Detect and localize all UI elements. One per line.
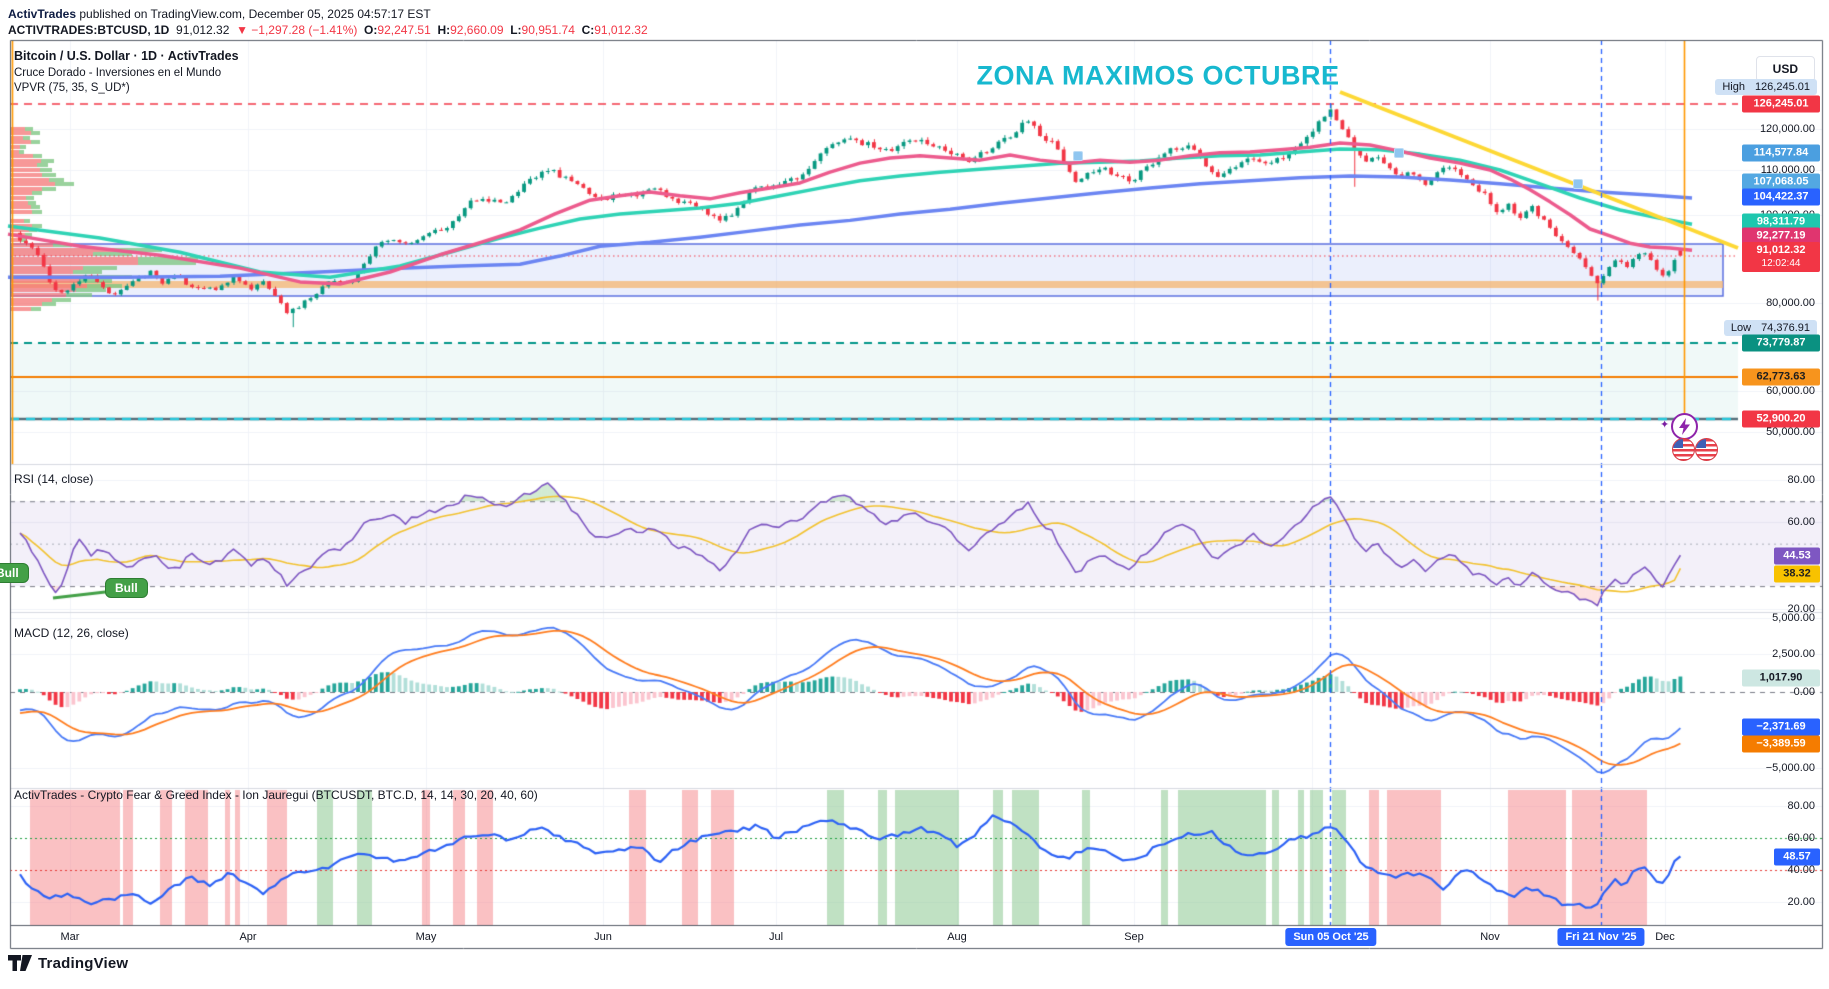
month-label[interactable]: May	[415, 931, 437, 943]
price-level-badge: 73,779.87	[1742, 334, 1820, 352]
ma-cross-marker[interactable]	[1073, 151, 1083, 161]
lightning-glyph	[1679, 418, 1690, 435]
month-label[interactable]: Sep	[1124, 931, 1144, 943]
month-label[interactable]: Dec	[1655, 931, 1675, 943]
rsi-value-badge: 38.32	[1774, 565, 1820, 583]
high-label: H:	[437, 23, 451, 37]
open-value: 92,247.51	[377, 23, 431, 37]
high-marker: High 126,245.01	[1715, 79, 1817, 95]
price-tick: 120,000.00	[1759, 123, 1815, 135]
month-label[interactable]: Jun	[594, 931, 612, 943]
publish-header: ActivTrades published on TradingView.com…	[8, 7, 431, 21]
current-price-badge: 91,012.32 12:02:44	[1742, 242, 1820, 272]
open-label: O:	[364, 23, 378, 37]
fng-title[interactable]: ActivTrades - Crypto Fear & Greed Index …	[14, 788, 538, 802]
symbol-name[interactable]: ACTIVTRADES:BTCUSD, 1D	[8, 23, 170, 37]
bull-divergence-label[interactable]: Bull	[0, 563, 29, 583]
price-level-badge: 92,277.19	[1742, 227, 1820, 245]
annotation-zona-maximos[interactable]: ZONA MAXIMOS OCTUBRE	[976, 60, 1340, 91]
month-label[interactable]: Mar	[60, 931, 80, 943]
chart-title[interactable]: Bitcoin / U.S. Dollar · 1D · ActivTrades	[14, 49, 239, 63]
fng-value-badge: 48.57	[1774, 848, 1820, 866]
sparkle-icon: ✦	[1660, 419, 1670, 431]
close-label: C:	[581, 23, 595, 37]
rsi-tick: 20.00	[1787, 603, 1815, 615]
macd-tick: 2,500.00	[1772, 648, 1815, 660]
price-level-badge: 107,068.05	[1742, 173, 1820, 191]
ma-cross-marker[interactable]	[1394, 148, 1404, 158]
macd-value-badge: −2,371.69	[1742, 718, 1820, 736]
flag-canton	[1696, 439, 1706, 448]
us-flag-icon[interactable]	[1672, 438, 1695, 461]
rsi-value-badge: 44.53	[1774, 547, 1820, 565]
macd-value-badge: −3,389.59	[1742, 735, 1820, 753]
macd-tick: 5,000.00	[1772, 612, 1815, 624]
lightning-icon[interactable]	[1671, 413, 1698, 440]
tradingview-logo-text: TradingView	[38, 955, 129, 972]
chart-subtitle[interactable]: Cruce Dorado - Inversiones en el Mundo	[14, 67, 222, 79]
price-tick: 110,000.00	[1760, 164, 1815, 176]
date-badge: Sun 05 Oct '25	[1285, 928, 1377, 946]
month-label[interactable]: Apr	[239, 931, 257, 943]
macd-value-badge: 1,017.90	[1742, 669, 1820, 687]
fng-tick: 80.00	[1787, 800, 1815, 812]
fng-tick: 60.00	[1787, 832, 1815, 844]
tradingview-logo-icon	[8, 955, 32, 971]
rsi-title[interactable]: RSI (14, close)	[14, 472, 94, 486]
month-label[interactable]: Aug	[947, 931, 967, 943]
date-badge: Fri 21 Nov '25	[1557, 928, 1645, 946]
macd-tick: 0.00	[1793, 686, 1815, 698]
month-label[interactable]: Jul	[768, 931, 784, 943]
price-level-badge: 98,311.79	[1742, 213, 1820, 231]
fng-tick: 40.00	[1787, 864, 1815, 876]
flag-canton	[1673, 439, 1683, 448]
last-price: 91,012.32	[176, 23, 230, 37]
low-marker: Low 74,376.91	[1723, 320, 1817, 336]
publisher-name: ActivTrades	[8, 7, 77, 21]
ma-cross-marker[interactable]	[1573, 179, 1583, 189]
month-label[interactable]: Nov	[1480, 931, 1500, 943]
price-level-badge: 62,773.63	[1742, 368, 1820, 386]
low-value: 90,951.74	[521, 23, 575, 37]
symbol-header: ACTIVTRADES:BTCUSD, 1D 91,012.32 ▼ −1,29…	[8, 23, 648, 37]
price-level-badge: 52,900.20	[1742, 410, 1820, 428]
bull-divergence-label[interactable]: Bull	[105, 578, 148, 598]
fng-tick: 20.00	[1787, 896, 1815, 908]
rsi-tick: 60.00	[1787, 516, 1815, 528]
price-level-badge: 126,245.01	[1742, 95, 1820, 113]
price-level-badge: 104,422.37	[1742, 188, 1820, 206]
macd-tick: −5,000.00	[1765, 762, 1815, 774]
close-value: 91,012.32	[594, 23, 648, 37]
publish-info: published on TradingView.com, December 0…	[76, 7, 431, 21]
low-label: L:	[510, 23, 522, 37]
tradingview-logo[interactable]: TradingView	[8, 955, 128, 972]
price-tick: 50,000.00	[1766, 426, 1815, 438]
currency-selector[interactable]: USD	[1755, 56, 1815, 82]
us-flag-icon-2[interactable]	[1695, 438, 1718, 461]
rsi-tick: 80.00	[1787, 474, 1815, 486]
price-tick: 80,000.00	[1766, 297, 1815, 309]
high-value: 92,660.09	[450, 23, 504, 37]
price-tick: 60,000.00	[1766, 385, 1815, 397]
indicator-vpvr-label[interactable]: VPVR (75, 35, S_UD*)	[14, 82, 130, 94]
price-level-badge: 114,577.84	[1742, 144, 1820, 162]
price-change: ▼ −1,297.28 (−1.41%)	[236, 23, 358, 37]
macd-title[interactable]: MACD (12, 26, close)	[14, 626, 129, 640]
